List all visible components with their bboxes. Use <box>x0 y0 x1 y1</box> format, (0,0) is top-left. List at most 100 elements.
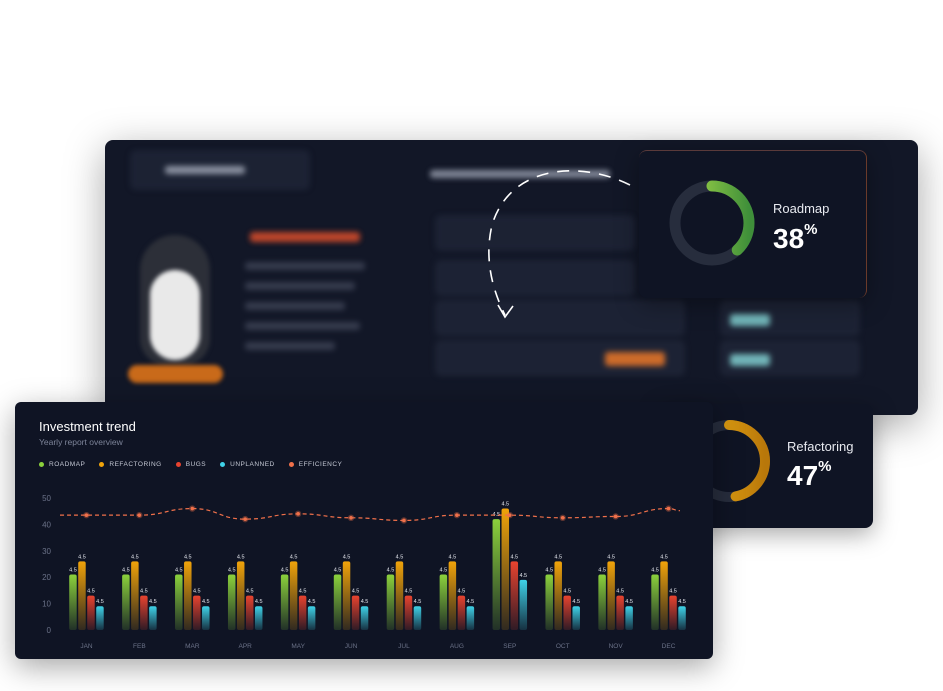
bar <box>413 606 422 630</box>
bar <box>572 606 580 630</box>
efficiency-marker <box>455 513 459 517</box>
efficiency-marker <box>349 516 353 520</box>
bar-value-label: 4.5 <box>228 568 236 574</box>
roadmap-donut <box>669 180 755 266</box>
bar <box>78 561 86 630</box>
bar <box>280 574 289 630</box>
x-tick-label: NOV <box>609 643 624 650</box>
bar <box>386 574 395 630</box>
bar <box>501 508 510 630</box>
bar-value-label: 4.5 <box>669 589 677 595</box>
bar-value-label: 4.5 <box>554 554 562 560</box>
x-tick-label: MAR <box>185 643 200 650</box>
bar-value-label: 4.5 <box>290 554 298 560</box>
bar <box>678 606 686 630</box>
legend-dot <box>220 462 226 467</box>
bar <box>616 595 624 630</box>
bar <box>660 561 668 630</box>
bar-value-label: 4.5 <box>467 599 475 605</box>
bar-value-label: 4.5 <box>616 589 624 595</box>
x-tick-label: SEP <box>503 643 516 650</box>
bar-value-label: 4.5 <box>202 599 210 605</box>
bar-value-label: 4.5 <box>396 554 404 560</box>
legend-label: EFFICIENCY <box>298 461 343 468</box>
bar-value-label: 4.5 <box>184 554 192 560</box>
efficiency-marker <box>402 518 406 523</box>
bar <box>69 574 77 630</box>
legend-item: EFFICIENCY <box>288 461 343 468</box>
bar-value-label: 4.5 <box>387 568 395 574</box>
bar <box>289 561 298 630</box>
bar-value-label: 4.5 <box>246 589 254 595</box>
legend-item: REFACTORING <box>99 461 161 468</box>
bar-value-label: 4.5 <box>140 589 148 595</box>
bar-value-label: 4.5 <box>299 589 307 595</box>
legend-item: ROADMAP <box>39 461 85 468</box>
x-tick-label: MAY <box>291 643 305 650</box>
bar-value-label: 4.5 <box>545 568 553 574</box>
chart-subtitle: Yearly report overview <box>39 437 123 447</box>
bar-value-label: 4.5 <box>405 589 413 595</box>
bar-value-label: 4.5 <box>96 599 104 605</box>
bar <box>298 595 307 630</box>
bar <box>227 574 236 630</box>
bar-value-label: 4.5 <box>607 554 615 560</box>
bar <box>333 574 342 630</box>
bar-value-label: 4.5 <box>193 589 201 595</box>
bar <box>122 574 130 630</box>
y-tick-label: 50 <box>42 494 51 503</box>
roadmap-label: Roadmap <box>773 201 830 216</box>
bar <box>351 595 360 630</box>
bar-value-label: 4.5 <box>678 599 686 605</box>
legend-label: REFACTORING <box>109 461 162 468</box>
bar-value-label: 4.5 <box>625 599 633 605</box>
bar-value-label: 4.5 <box>175 568 183 574</box>
efficiency-marker <box>666 506 671 511</box>
bar-value-label: 4.5 <box>492 512 500 518</box>
bar <box>466 606 475 630</box>
x-tick-label: FEB <box>133 643 146 650</box>
bar-value-label: 4.5 <box>352 589 360 595</box>
efficiency-marker <box>84 513 89 517</box>
bar <box>140 595 148 630</box>
efficiency-marker <box>190 506 195 511</box>
bar-value-label: 4.5 <box>651 568 659 574</box>
bar-value-label: 4.5 <box>414 599 422 605</box>
y-tick-label: 40 <box>42 520 51 529</box>
legend-dot <box>99 462 105 467</box>
bar-value-label: 4.5 <box>131 554 139 560</box>
bar <box>360 606 369 630</box>
bar <box>510 561 519 630</box>
bar-value-label: 4.5 <box>334 568 342 574</box>
penguin-belly <box>150 270 200 360</box>
x-tick-label: JUL <box>398 643 410 650</box>
efficiency-line <box>60 507 681 522</box>
roadmap-percent: 38% <box>773 221 818 254</box>
bar <box>193 595 201 630</box>
x-tick-label: APR <box>239 643 253 650</box>
bar <box>245 595 254 630</box>
bar-value-label: 4.5 <box>281 568 289 574</box>
bar-value-label: 4.5 <box>343 554 351 560</box>
bar <box>184 561 192 630</box>
chart-title: Investment trend <box>39 419 136 434</box>
efficiency-marker <box>560 516 565 520</box>
bar-value-label: 4.5 <box>449 554 457 560</box>
efficiency-marker <box>507 513 512 517</box>
bar-value-label: 4.5 <box>255 599 263 605</box>
bar-value-label: 4.5 <box>149 599 157 605</box>
bar-value-label: 4.5 <box>598 568 606 574</box>
x-tick-label: JAN <box>80 643 93 650</box>
bar <box>96 606 104 630</box>
bar <box>669 595 677 630</box>
bar <box>607 561 615 630</box>
bar-value-label: 4.5 <box>237 554 245 560</box>
refactoring-percent: 47% <box>787 458 832 491</box>
refactoring-label: Refactoring <box>787 439 854 454</box>
efficiency-marker <box>613 514 618 519</box>
bar <box>131 561 139 630</box>
legend-item: BUGS <box>175 461 206 468</box>
bar <box>492 519 501 630</box>
legend-dot <box>175 462 181 467</box>
bar <box>554 561 562 630</box>
